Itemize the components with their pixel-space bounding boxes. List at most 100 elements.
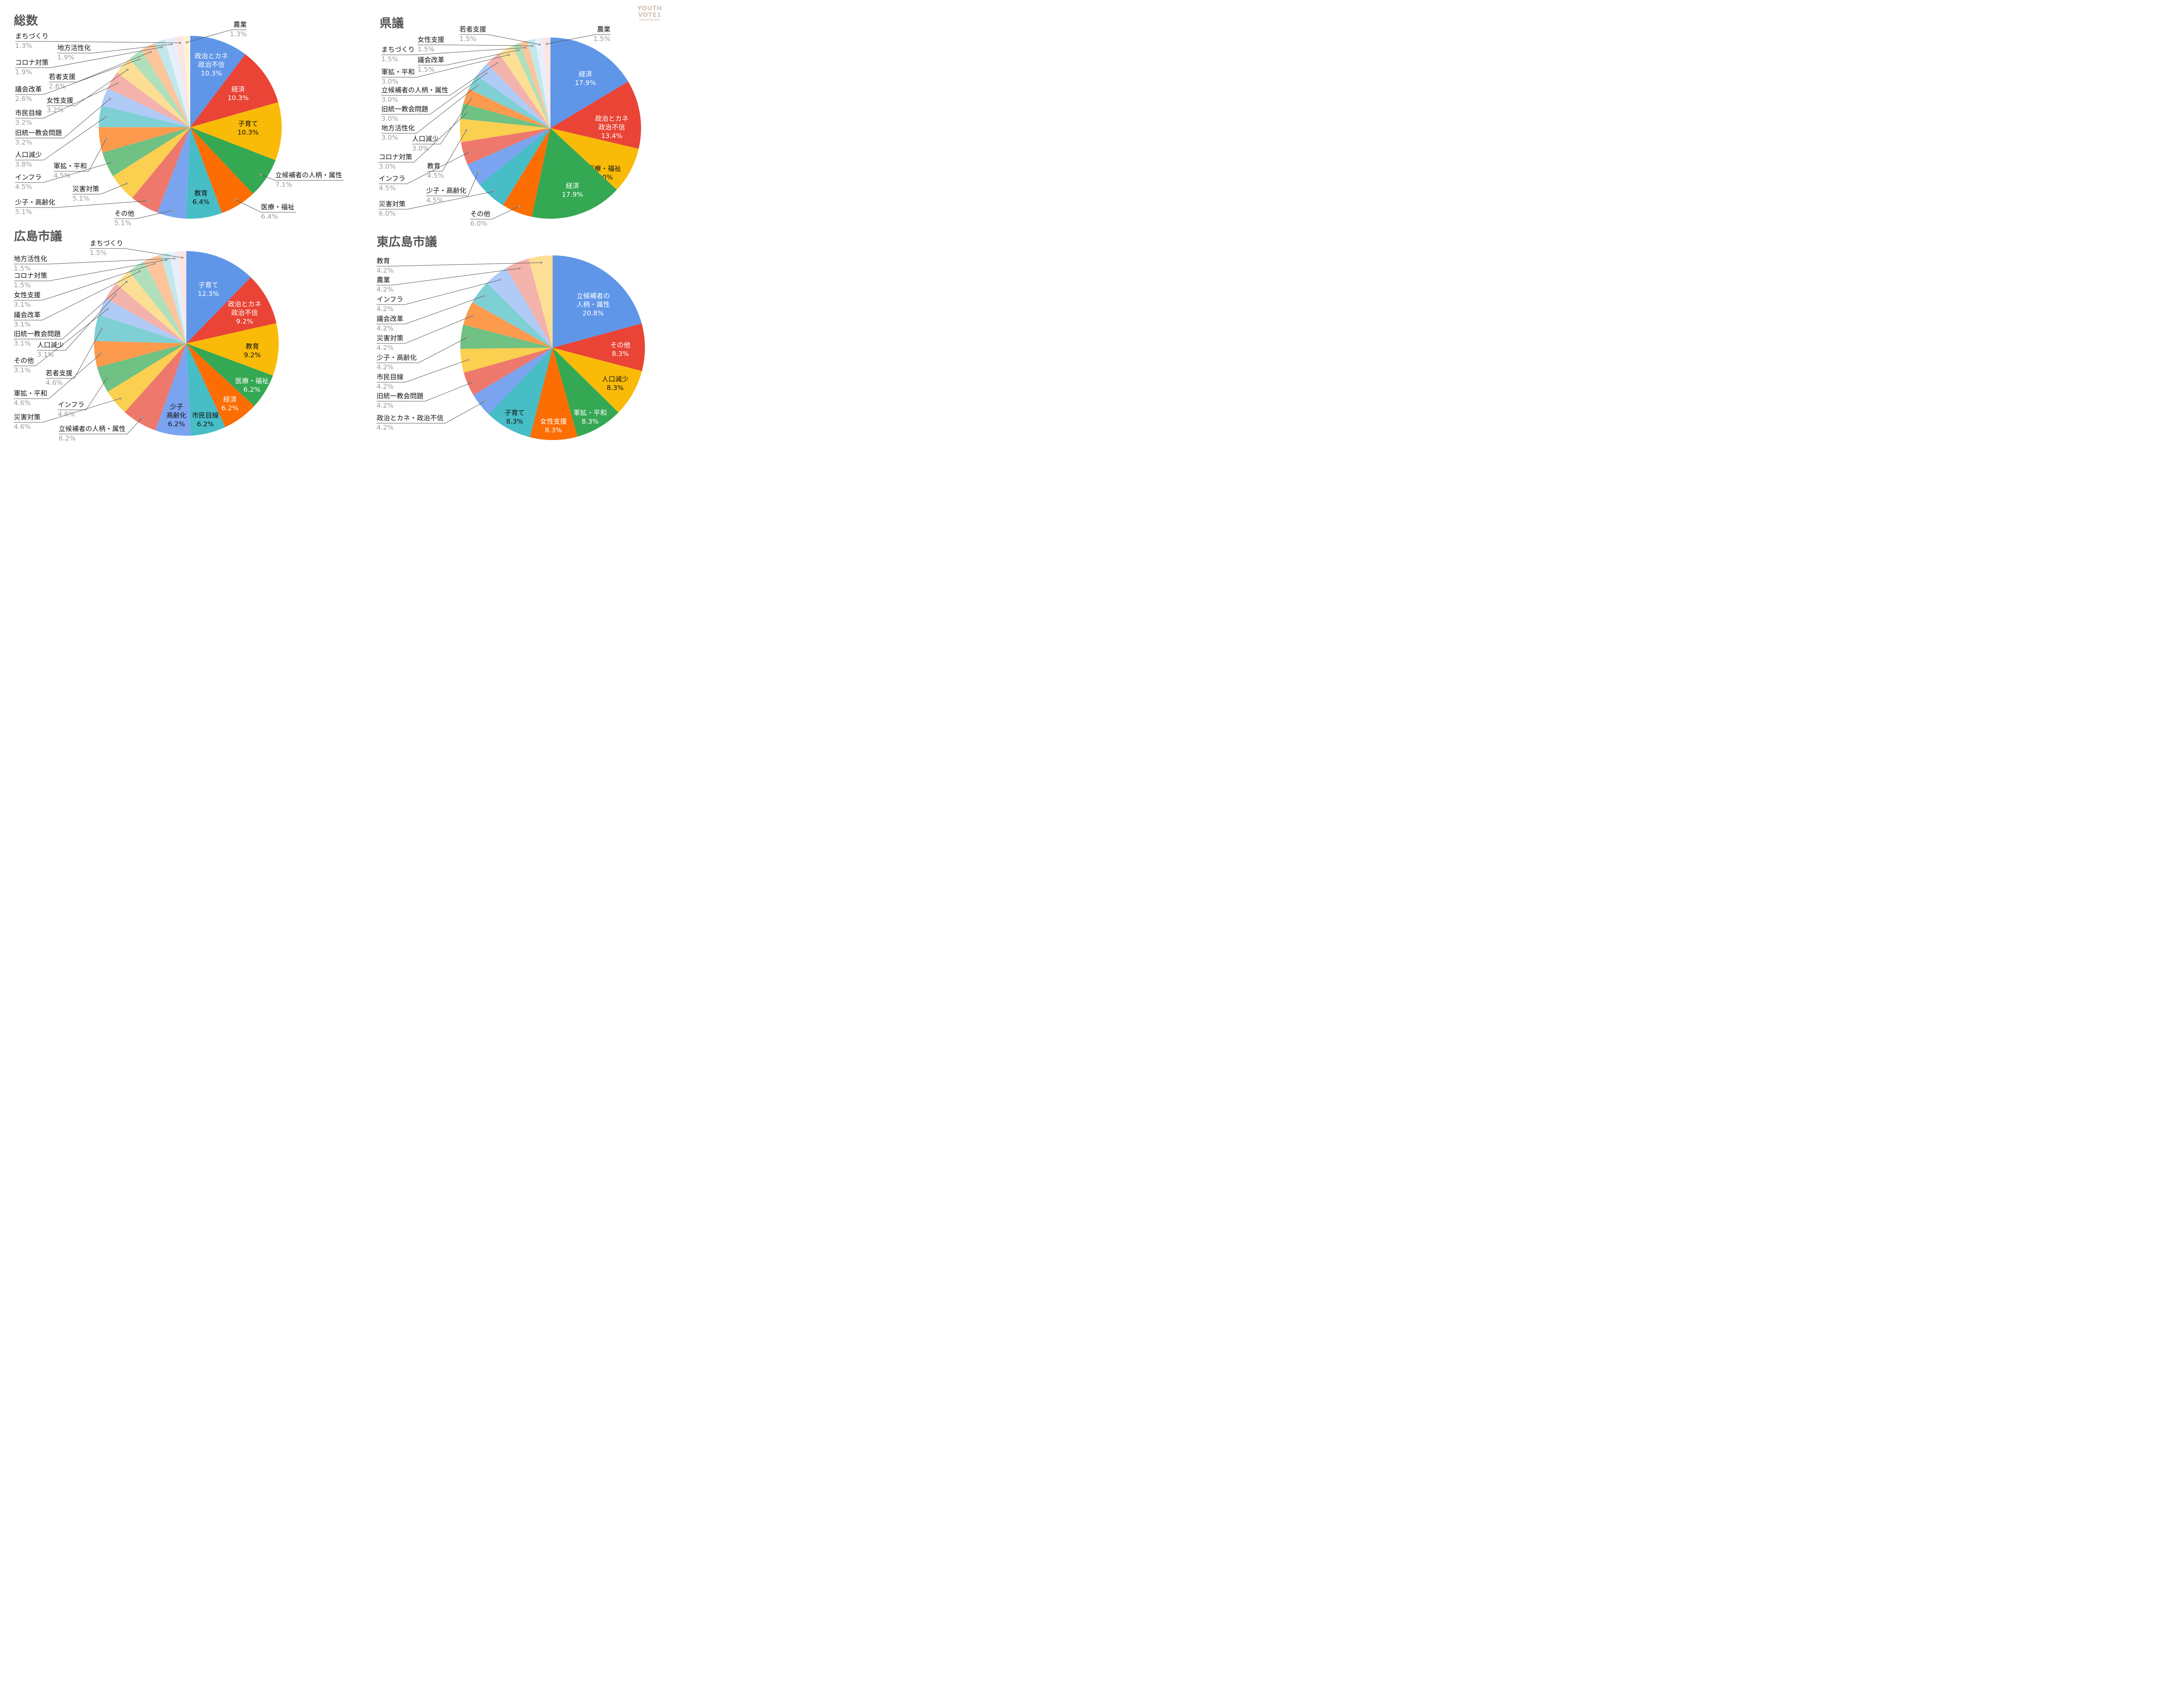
slice-name-label: 経済	[579, 70, 592, 78]
pie-slice	[479, 128, 550, 205]
pie-slice	[160, 252, 186, 343]
leader-line	[547, 34, 610, 44]
slice-value-label: 1.9%	[57, 53, 74, 61]
pie-slice	[97, 343, 186, 392]
pie-slice	[460, 348, 553, 373]
leader-dot	[105, 138, 107, 140]
leader-line	[90, 248, 182, 258]
slice-name-label: 人口減少	[37, 341, 64, 349]
leader-dot	[465, 129, 468, 132]
pie-slice	[129, 261, 186, 343]
pie-slice	[472, 283, 553, 348]
pie-slice	[542, 38, 550, 128]
leader-dot	[472, 381, 475, 383]
leader-line	[377, 359, 468, 383]
leader-dot	[126, 69, 129, 71]
slice-value-label: 6.4%	[192, 198, 209, 206]
leader-dot	[469, 151, 471, 153]
pie-slice	[488, 348, 553, 437]
slice-name-label: 政治不信	[231, 309, 258, 317]
slice-value-label: 4.5%	[427, 172, 444, 179]
pie-slice	[519, 41, 550, 128]
slice-value-label: 4.2%	[377, 324, 393, 332]
slice-name-label: 旧統一教会問題	[14, 330, 61, 338]
pie-slice	[553, 348, 619, 437]
leader-line	[15, 162, 113, 183]
slice-name-label: 市民目線	[192, 412, 219, 419]
leader-line	[46, 328, 102, 379]
leader-dot	[499, 279, 501, 281]
leader-dot	[179, 41, 181, 44]
slice-value-label: 6.2%	[59, 434, 75, 442]
slice-value-label: 1.5%	[90, 249, 107, 257]
leader-dot	[106, 376, 109, 379]
pie-slice	[550, 38, 629, 128]
slice-name-label: 地方活性化	[57, 44, 91, 52]
pie-slice	[463, 302, 553, 348]
leader-line	[72, 183, 127, 195]
slice-name-label: 若者支援	[459, 25, 487, 33]
pie-slice	[460, 103, 550, 128]
leader-line	[379, 151, 470, 184]
pie-slice	[186, 277, 277, 343]
slice-value-label: 1.5%	[459, 35, 476, 43]
slice-name-label: 立候補者の人柄・属性	[275, 171, 342, 179]
pie-slice	[164, 37, 190, 127]
slice-name-label: その他	[14, 357, 34, 365]
slice-name-label: 医療・福祉	[261, 203, 295, 211]
leader-line	[15, 41, 180, 43]
slice-value-label: 1.5%	[594, 35, 610, 43]
leader-dot	[485, 72, 488, 75]
leader-dot	[531, 44, 534, 47]
slice-name-label: まちづくり	[90, 239, 123, 247]
pie-slice	[503, 128, 550, 217]
pie-slice	[169, 251, 186, 343]
slice-value-label: 3.0%	[379, 163, 396, 170]
leader-dot	[141, 416, 144, 418]
leader-dot	[101, 327, 103, 330]
slice-name-label: 農業	[597, 25, 610, 33]
pie-slice	[125, 343, 186, 431]
leader-dot	[146, 199, 149, 202]
leader-dot	[160, 46, 163, 48]
slice-value-label: 4.6%	[58, 410, 75, 418]
slice-name-label: 立候補者の人柄・属性	[59, 425, 126, 433]
slice-name-label: 高齢化	[167, 412, 187, 419]
slice-name-label: 若者支援	[49, 73, 76, 81]
pie-slice	[186, 343, 273, 406]
leader-line	[427, 130, 467, 172]
slice-value-label: 2.6%	[15, 95, 32, 103]
slice-name-label: まちづくり	[381, 46, 415, 53]
slice-name-label: 災害対策	[379, 200, 406, 208]
slice-name-label: 子育て	[198, 281, 219, 289]
leader-line	[381, 54, 509, 78]
leader-line	[470, 206, 519, 220]
slice-value-label: 8.3%	[506, 418, 523, 425]
leader-line	[381, 85, 478, 134]
leader-dot	[477, 84, 479, 86]
pie-chart-1: 総数政治とカネ政治不信10.3%経済10.3%子育て10.3%立候補者の人柄・属…	[14, 13, 344, 227]
slice-name-label: その他	[470, 210, 491, 218]
slice-name-label: 災害対策	[377, 334, 403, 342]
leader-line	[377, 262, 541, 267]
slice-name-label: 地方活性化	[381, 124, 415, 132]
pie-slice	[550, 81, 641, 149]
pie-slice	[99, 105, 190, 127]
slice-name-label: 若者支援	[46, 369, 73, 377]
slice-name-label: インフラ	[377, 296, 403, 303]
chart-title: 東広島市議	[377, 235, 437, 249]
slice-name-label: 政治とカネ	[228, 300, 261, 308]
slice-name-label: 農業	[233, 21, 247, 28]
leader-dot	[125, 182, 128, 185]
leader-line	[377, 268, 520, 286]
slice-name-label: 経済	[223, 396, 236, 403]
slice-name-label: インフラ	[379, 175, 406, 182]
logo-line-2: VOTE1	[638, 12, 661, 19]
slice-value-label: 6.2%	[197, 420, 214, 428]
leader-line	[377, 315, 473, 344]
slice-name-label: 教育	[194, 189, 208, 197]
leader-dot	[173, 257, 176, 260]
slice-value-label: 3.0%	[381, 134, 398, 142]
slice-name-label: コロナ対策	[15, 59, 49, 66]
pie-slice	[175, 36, 190, 128]
